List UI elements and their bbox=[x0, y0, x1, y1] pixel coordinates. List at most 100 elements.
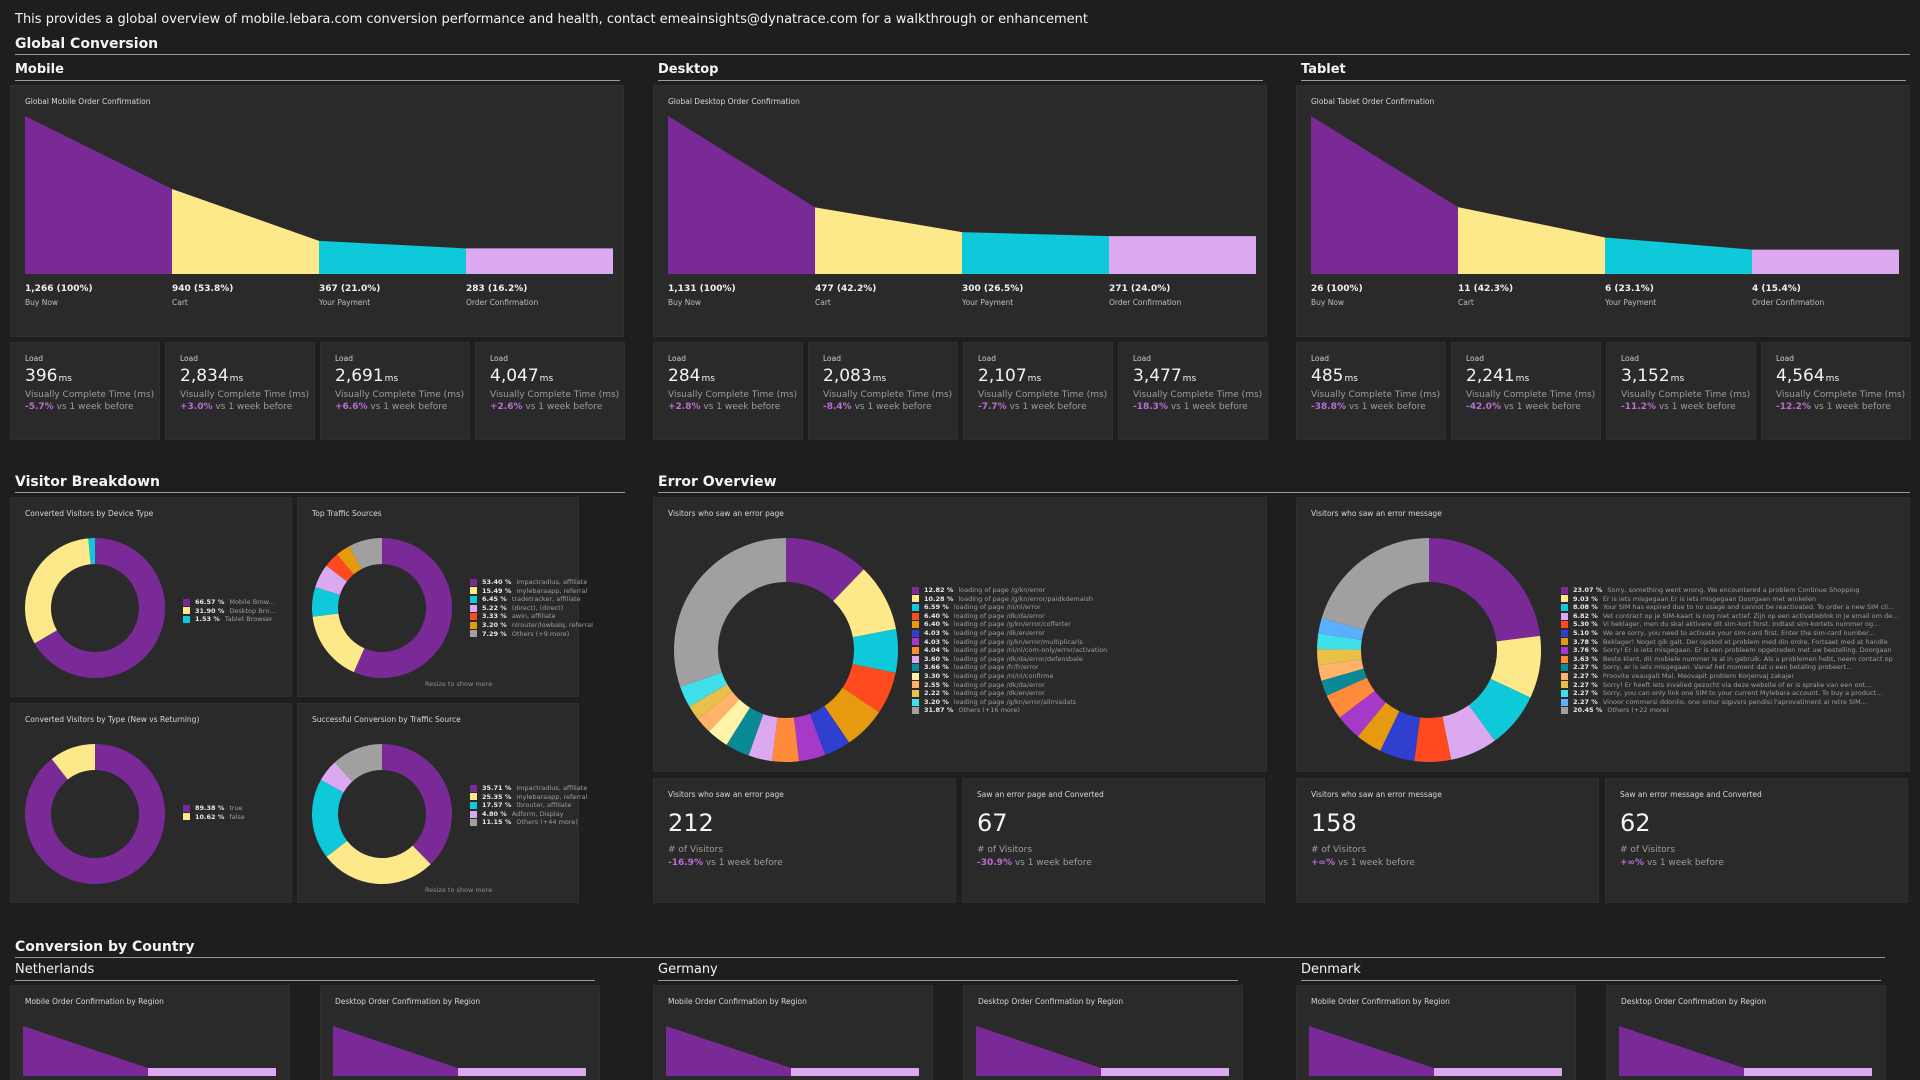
funnel-tile-mobile[interactable]: Global Mobile Order Confirmation 1,266 (1… bbox=[10, 85, 624, 337]
funnel-step-label: Order Confirmation bbox=[1752, 298, 1825, 307]
country-funnel-tile[interactable]: Desktop Order Confirmation by Region bbox=[320, 985, 600, 1080]
kpi-tile[interactable]: Load 2,241ms Visually Complete Time (ms) -4… bbox=[1451, 342, 1601, 440]
legend-item[interactable]: 17.57 % tbrouter, affiliate bbox=[470, 801, 587, 810]
legend-swatch bbox=[470, 587, 477, 595]
legend-item[interactable]: 3.30 % loading of page /nl/nl/confirme bbox=[912, 672, 1107, 681]
kpi-tile[interactable]: Load 2,834ms Visually Complete Time (ms) +3… bbox=[165, 342, 315, 440]
kpi-tile[interactable]: Load 2,107ms Visually Complete Time (ms) -7… bbox=[963, 342, 1113, 440]
legend-item[interactable]: 3.20 % loading of page /g/kn/error/allmis… bbox=[912, 698, 1107, 707]
visitor-tile-2[interactable]: Top Traffic Sources 53.40 % impactradius, … bbox=[297, 497, 593, 697]
legend-item[interactable]: 3.63 % Beste klant, dit mobiele nummer is… bbox=[1561, 655, 1898, 664]
legend-item[interactable]: 3.60 % loading of page /dk/da/error/defen… bbox=[912, 655, 1107, 664]
funnel-step-label: Order Confirmation bbox=[466, 298, 539, 307]
legend-item[interactable]: 20.45 % Others (+22 more) bbox=[1561, 706, 1898, 715]
kpi-tile[interactable]: Load 485ms Visually Complete Time (ms) -38.… bbox=[1296, 342, 1446, 440]
kpi-tile[interactable]: Load 284ms Visually Complete Time (ms) +2.8… bbox=[653, 342, 803, 440]
kpi-tile[interactable]: Load 4,564ms Visually Complete Time (ms) -1… bbox=[1761, 342, 1911, 440]
legend-item[interactable]: 4.80 % Adform, Display bbox=[470, 810, 587, 819]
error-stat-label: Visitors who saw an error message bbox=[1311, 790, 1442, 799]
legend-item[interactable]: 11.15 % Others (+44 more) bbox=[470, 818, 587, 827]
legend-item[interactable]: 7.29 % Others (+9 more) bbox=[470, 630, 593, 639]
legend-item[interactable]: 3.66 % loading of page /fr/fr/error bbox=[912, 663, 1107, 672]
error-stat-tile[interactable]: Visitors who saw an error page 212 # of Vi… bbox=[653, 778, 956, 903]
kpi-tile[interactable]: Load 3,477ms Visually Complete Time (ms) -1… bbox=[1118, 342, 1268, 440]
legend-item[interactable]: 66.57 % Mobile Brow... bbox=[183, 598, 275, 607]
kpi-tile[interactable]: Load 2,083ms Visually Complete Time (ms) -8… bbox=[808, 342, 958, 440]
country-funnel-tile[interactable]: Mobile Order Confirmation by Region bbox=[10, 985, 290, 1080]
country-funnel-tile[interactable]: Desktop Order Confirmation by Region bbox=[963, 985, 1243, 1080]
legend-item[interactable]: 6.59 % loading of page /nl/nl/error bbox=[912, 603, 1107, 612]
legend-item[interactable]: 3.20 % nlrouter/lowbalq, referral bbox=[470, 621, 593, 630]
legend-item[interactable]: 4.03 % loading of page /dk/en/error bbox=[912, 629, 1107, 638]
error-stat-tile[interactable]: Saw an error message and Converted 62 # of… bbox=[1605, 778, 1908, 903]
legend-item[interactable]: 2.22 % loading of page /dk/en/error bbox=[912, 689, 1107, 698]
legend-item[interactable]: 6.82 % Vet contract op je SIM-kaart is no… bbox=[1561, 612, 1898, 621]
funnel-tile-desktop[interactable]: Global Desktop Order Confirmation 1,131 (… bbox=[653, 85, 1267, 337]
country-funnel-chart bbox=[1619, 1026, 1872, 1076]
legend-item[interactable]: 2.27 % Sorry, er is iets misgegaan. Vanaf… bbox=[1561, 663, 1898, 672]
legend-item[interactable]: 2.27 % Proovite veaugalt Mal. Meovapit pr… bbox=[1561, 672, 1898, 681]
legend-name: loading of page /nl/nl/com-only/error/ac… bbox=[953, 646, 1108, 655]
kpi-tile[interactable]: Load 4,047ms Visually Complete Time (ms) +2… bbox=[475, 342, 625, 440]
legend-item[interactable]: 31.87 % Others (+16 more) bbox=[912, 706, 1107, 715]
kpi-unit: ms bbox=[1670, 374, 1685, 384]
country-funnel-tile[interactable]: Desktop Order Confirmation by Region bbox=[1606, 985, 1886, 1080]
country-funnel-step-2 bbox=[1434, 1068, 1562, 1076]
legend-item[interactable]: 2.27 % Sorry, you can only link one SIM t… bbox=[1561, 689, 1898, 698]
legend-item[interactable]: 35.71 % impactradius, affiliate bbox=[470, 784, 587, 793]
legend-percent: 6.40 % bbox=[924, 611, 949, 620]
legend-item[interactable]: 6.45 % tradetracker, affiliate bbox=[470, 595, 593, 604]
legend-item[interactable]: 25.35 % mylebaraapp, referral bbox=[470, 793, 587, 802]
legend-item[interactable]: 2.55 % loading of page /dk/da/error bbox=[912, 681, 1107, 690]
legend-item[interactable]: 12.82 % loading of page /g/kn/error bbox=[912, 586, 1107, 595]
kpi-change: +3.0% bbox=[180, 402, 213, 412]
legend-item[interactable]: 10.28 % loading of page /g/kn/error/paidk… bbox=[912, 595, 1107, 604]
legend-swatch bbox=[1561, 612, 1568, 620]
legend-item[interactable]: 4.03 % loading of page /g/kn/error/multip… bbox=[912, 638, 1107, 647]
visitor-tile-1[interactable]: Converted Visitors by Device Type 66.57 %… bbox=[10, 497, 292, 697]
legend-item[interactable]: 3.78 % Beklager! Noget gik galt. Der opst… bbox=[1561, 638, 1898, 647]
donut-slice-3 bbox=[312, 587, 341, 617]
legend-item[interactable]: 6.40 % loading of page /g/kn/error/coffer… bbox=[912, 620, 1107, 629]
legend-swatch bbox=[912, 672, 919, 680]
kpi-label: Load bbox=[25, 354, 43, 363]
kpi-label: Load bbox=[978, 354, 996, 363]
legend-swatch bbox=[183, 813, 190, 821]
country-funnel-tile[interactable]: Mobile Order Confirmation by Region bbox=[1296, 985, 1576, 1080]
kpi-tile[interactable]: Load 396ms Visually Complete Time (ms) -5.7… bbox=[10, 342, 160, 440]
error-donut-tile-1[interactable]: Visitors who saw an error page 12.82 % loa… bbox=[653, 497, 1267, 772]
kpi-tile[interactable]: Load 3,152ms Visually Complete Time (ms) -1… bbox=[1606, 342, 1756, 440]
legend-item[interactable]: 2.27 % Vinoor commersi ddonlio, one ornur… bbox=[1561, 698, 1898, 707]
legend-percent: 11.15 % bbox=[482, 818, 512, 827]
legend-item[interactable]: 5.10 % We are sorry, you need to activate… bbox=[1561, 629, 1898, 638]
legend-swatch bbox=[1561, 664, 1568, 672]
funnel-tile-tablet[interactable]: Global Tablet Order Confirmation 26 (100%… bbox=[1296, 85, 1910, 337]
funnel-step-3 bbox=[319, 240, 466, 274]
error-stat-tile[interactable]: Saw an error page and Converted 67 # of Vi… bbox=[962, 778, 1265, 903]
legend-item[interactable]: 6.40 % loading of page /dk/da/error bbox=[912, 612, 1107, 621]
visitor-tile-4[interactable]: Successful Conversion by Traffic Source 3… bbox=[297, 703, 587, 903]
error-stat-tile[interactable]: Visitors who saw an error message 158 # of… bbox=[1296, 778, 1599, 903]
legend-item[interactable]: 31.90 % Desktop Bro... bbox=[183, 607, 275, 616]
legend-item[interactable]: 8.08 % Your SIM has expired due to no usa… bbox=[1561, 603, 1898, 612]
legend-item[interactable]: 2.27 % Sorry! Er heeft iets invalied gezo… bbox=[1561, 681, 1898, 690]
legend-item[interactable]: 89.38 % true bbox=[183, 804, 245, 813]
legend-item[interactable]: 3.33 % awin, affiliate bbox=[470, 612, 593, 621]
legend-item[interactable]: 10.62 % false bbox=[183, 813, 245, 822]
legend-item[interactable]: 9.03 % Er is iets misgegaan Er is iets mi… bbox=[1561, 595, 1898, 604]
legend-percent: 3.30 % bbox=[924, 671, 949, 680]
legend-item[interactable]: 53.40 % impactradius, affiliate bbox=[470, 578, 593, 587]
legend-item[interactable]: 4.04 % loading of page /nl/nl/com-only/er… bbox=[912, 646, 1107, 655]
legend-item[interactable]: 5.22 % (direct), (direct) bbox=[470, 604, 593, 613]
country-funnel-step-1 bbox=[1619, 1026, 1744, 1076]
visitor-tile-3[interactable]: Converted Visitors by Type (New vs Retur… bbox=[10, 703, 292, 903]
legend-swatch bbox=[912, 638, 919, 646]
legend-item[interactable]: 3.76 % Sorry! Er is iets misgegaan. Er is… bbox=[1561, 646, 1898, 655]
legend-item[interactable]: 15.49 % mylebaraapp, referral bbox=[470, 587, 593, 596]
error-donut-tile-2[interactable]: Visitors who saw an error message 23.07 %… bbox=[1296, 497, 1910, 772]
legend-item[interactable]: 1.53 % Tablet Browser bbox=[183, 615, 275, 624]
kpi-tile[interactable]: Load 2,691ms Visually Complete Time (ms) +6… bbox=[320, 342, 470, 440]
country-funnel-tile[interactable]: Mobile Order Confirmation by Region bbox=[653, 985, 933, 1080]
legend-item[interactable]: 23.07 % Sorry, something went wrong. We e… bbox=[1561, 586, 1898, 595]
legend-item[interactable]: 5.30 % Vi beklager, men du skal aktivere … bbox=[1561, 620, 1898, 629]
